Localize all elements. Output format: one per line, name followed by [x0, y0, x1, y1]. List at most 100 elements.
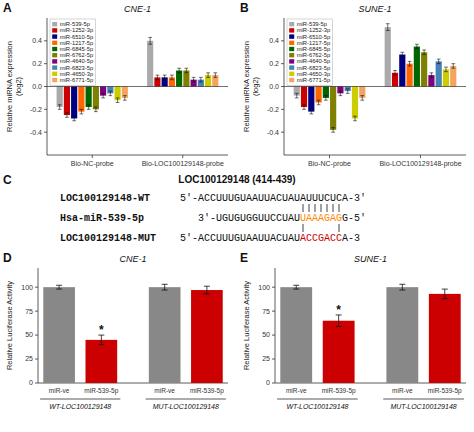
legend-swatch: [52, 41, 57, 45]
legend-label: miR-6762-5p: [60, 52, 94, 58]
y-tick: [35, 287, 38, 288]
y-tick: [35, 311, 38, 312]
sequence-segment: UAAAGAG: [300, 213, 342, 224]
x-tick: [420, 155, 421, 158]
error-bar: [199, 77, 203, 82]
error-bar: [339, 91, 343, 96]
error-bar: [94, 107, 98, 112]
pairing-line: [303, 224, 304, 232]
pairing-line: [333, 204, 334, 212]
error-bar: [437, 59, 441, 64]
bar: [57, 87, 63, 108]
y-tick-label: 100: [21, 284, 33, 291]
y-axis-label: Relative miRNA expression(log2): [5, 41, 23, 132]
legend-label: miR-6823-5p: [60, 65, 94, 71]
bar: [86, 87, 92, 108]
plot-marks: [280, 284, 460, 383]
page: -0.4-0.20.00.20.4Relative miRNA expressi…: [0, 0, 474, 432]
y-tick: [44, 40, 47, 41]
legend-box: [287, 19, 332, 85]
error-bar: [317, 100, 321, 105]
x-tick-label: miR-ve: [49, 387, 70, 394]
bar: [352, 87, 358, 119]
x-tick: [182, 155, 183, 158]
legend-swatch: [52, 22, 57, 26]
legend-label: miR-4650-3p: [60, 71, 94, 77]
panel: CLOC100129148 (414-439)LOC100129148-WT5'…: [3, 173, 366, 244]
sequence-segment: ACCGACC: [300, 233, 342, 244]
chart-title: CNE-1: [124, 4, 151, 14]
legend-label: miR-1252-3p: [297, 27, 331, 33]
sequence: 5'-ACCUUUGUAAUUACUAUACCGACCA-3: [180, 233, 360, 244]
error-bar: [206, 73, 210, 78]
x-tick-label: miR-ve: [392, 387, 413, 394]
error-bar: [56, 285, 62, 289]
legend-swatch: [52, 34, 57, 38]
pairing-line: [315, 204, 316, 212]
bar: [450, 66, 456, 87]
group-bracket: [40, 399, 120, 400]
error-bar: [162, 284, 168, 290]
legend-label: miR-6510-5p: [60, 34, 94, 40]
y-tick: [272, 335, 275, 336]
bar: [308, 87, 314, 112]
error-bar: [148, 37, 152, 44]
significance-mark: *: [99, 323, 104, 337]
x-tick: [92, 155, 93, 158]
error-bar: [353, 116, 357, 121]
legend-swatch: [289, 41, 294, 45]
legend-box: [50, 19, 95, 85]
row-label: LOC100129148-MUT: [60, 233, 156, 244]
x-tick-label: miR-539-5p: [428, 387, 462, 395]
sequence-segment: 3'-UGUGUGGUUCCUAU: [198, 213, 300, 224]
bar: [421, 52, 427, 86]
error-bar: [170, 75, 174, 80]
bar: [93, 87, 99, 110]
error-bar: [393, 71, 397, 76]
x-axis-line: [284, 155, 466, 156]
bar: [43, 287, 75, 383]
panel: 0255075100Relative Luciferase ActivitySU…: [240, 251, 466, 410]
bar: [147, 41, 153, 87]
error-bar: [324, 96, 328, 101]
panel: 0255075100Relative Luciferase ActivityCN…: [3, 251, 228, 410]
x-axis-line: [47, 155, 228, 156]
bar: [406, 64, 412, 87]
error-bar: [302, 105, 306, 110]
y-tick-label: -0.2: [30, 106, 42, 113]
legend-swatch: [52, 78, 57, 82]
legend: miR-539-5pmiR-1252-3pmiR-6510-5pmiR-1217…: [287, 19, 332, 85]
y-tick-label: -0.2: [267, 106, 279, 113]
y-tick-label: 0.2: [32, 60, 42, 67]
error-bar: [185, 68, 189, 73]
legend-swatch: [289, 72, 294, 76]
legend-label: miR-6510-5p: [297, 34, 331, 40]
error-bar: [360, 96, 364, 101]
y-tick-label: 0: [29, 379, 33, 386]
y-axis-line: [275, 268, 276, 383]
legend-swatch: [289, 78, 294, 82]
group-label: MUT-LOC100129148: [390, 403, 456, 410]
error-bar: [309, 109, 313, 114]
error-bar: [346, 89, 350, 94]
y-tick: [35, 359, 38, 360]
panel: -0.4-0.20.00.20.4Relative miRNA expressi…: [240, 1, 466, 168]
sequence-segment: 5'-ACCUUUGUAAUUACUAUAUUUCUCA-3': [180, 193, 366, 204]
y-axis-label: Relative Luciferase Activity: [242, 281, 251, 370]
y-tick-label: 50: [262, 331, 270, 338]
legend-label: miR-539-5p: [60, 21, 90, 27]
chart-title: SUNE-1: [358, 4, 391, 14]
legend-swatch: [52, 47, 57, 51]
figure: -0.4-0.20.00.20.4Relative miRNA expressi…: [0, 0, 474, 432]
y-tick: [35, 383, 38, 384]
y-tick-label: 25: [25, 355, 33, 362]
y-tick-label: 0: [266, 379, 270, 386]
panel-letter: C: [3, 173, 12, 187]
legend-swatch: [289, 34, 294, 38]
group-label: WT-LOC100129148: [286, 403, 348, 410]
error-bar: [442, 289, 448, 299]
group-bracket: [383, 399, 464, 400]
bar: [64, 87, 70, 116]
error-bar: [80, 109, 84, 114]
sequence-segment: 5'-ACCUUUGUAAUUACUAU: [180, 233, 300, 244]
